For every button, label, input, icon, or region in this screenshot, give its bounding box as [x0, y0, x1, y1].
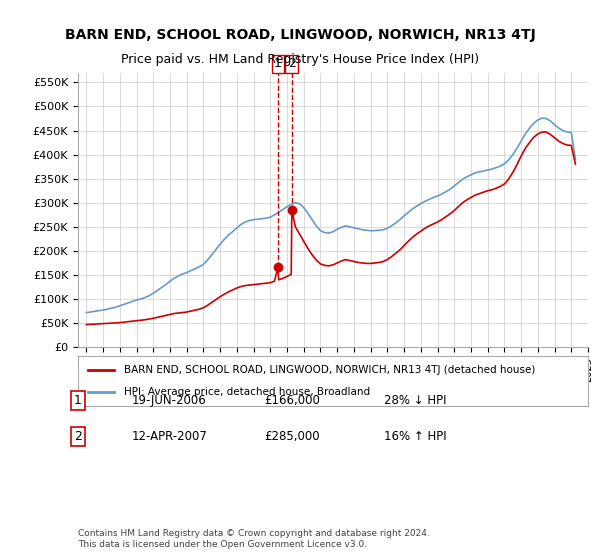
Text: Contains HM Land Registry data © Crown copyright and database right 2024.
This d: Contains HM Land Registry data © Crown c…: [78, 529, 430, 549]
Text: HPI: Average price, detached house, Broadland: HPI: Average price, detached house, Broa…: [124, 387, 370, 397]
Text: £285,000: £285,000: [264, 430, 320, 444]
Text: 16% ↑ HPI: 16% ↑ HPI: [384, 430, 446, 444]
Text: 28% ↓ HPI: 28% ↓ HPI: [384, 394, 446, 407]
Text: BARN END, SCHOOL ROAD, LINGWOOD, NORWICH, NR13 4TJ (detached house): BARN END, SCHOOL ROAD, LINGWOOD, NORWICH…: [124, 365, 535, 375]
Text: BARN END, SCHOOL ROAD, LINGWOOD, NORWICH, NR13 4TJ: BARN END, SCHOOL ROAD, LINGWOOD, NORWICH…: [65, 28, 535, 42]
Text: Price paid vs. HM Land Registry's House Price Index (HPI): Price paid vs. HM Land Registry's House …: [121, 53, 479, 66]
Text: 1: 1: [74, 394, 82, 407]
Text: 2: 2: [74, 430, 82, 444]
Text: 19-JUN-2006: 19-JUN-2006: [132, 394, 207, 407]
Text: 1: 1: [274, 57, 282, 71]
Text: £166,000: £166,000: [264, 394, 320, 407]
Text: 12-APR-2007: 12-APR-2007: [132, 430, 208, 444]
Text: 2: 2: [288, 57, 296, 71]
